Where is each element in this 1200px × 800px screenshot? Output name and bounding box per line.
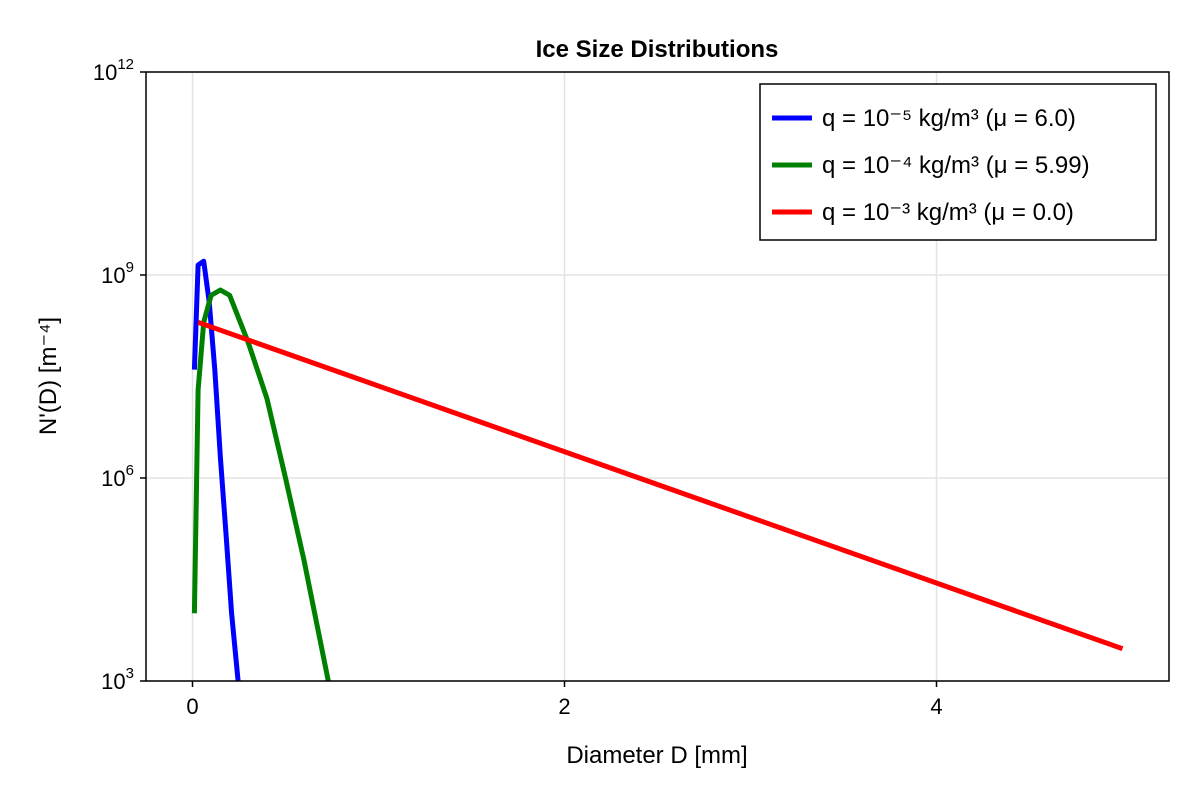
y-tick-base: 10: [101, 263, 125, 288]
y-tick-label: 1012: [93, 56, 134, 85]
series-group: [191, 258, 1124, 682]
plot-frame: [145, 71, 1170, 682]
y-tick-exponent: 9: [126, 259, 134, 276]
y-tick-exponent: 6: [126, 462, 134, 479]
series-line-2: [191, 287, 331, 682]
y-tick-label: 106: [101, 462, 134, 491]
legend-box: [759, 83, 1157, 241]
y-tick-exponent: 3: [126, 665, 134, 682]
chart-title: Ice Size Distributions: [536, 36, 779, 63]
y-tick-label: 109: [101, 259, 134, 288]
x-tick-label: 4: [930, 694, 942, 719]
x-tick-label: 0: [186, 694, 198, 719]
legend-label-1: q = 10⁻⁵ kg/m³ (μ = 6.0): [822, 105, 1076, 132]
legend-label-3: q = 10⁻³ kg/m³ (μ = 0.0): [822, 199, 1074, 226]
x-axis-ticks: 0 2 4: [186, 681, 943, 719]
x-tick-label: 2: [558, 694, 570, 719]
y-tick-exponent: 12: [117, 56, 134, 73]
y-tick-base: 10: [101, 669, 125, 694]
y-tick-base: 10: [101, 466, 125, 491]
x-axis-label: Diameter D [mm]: [566, 742, 747, 769]
y-axis-label: N'(D) [m⁻⁴]: [35, 317, 62, 435]
series-line-3: [197, 319, 1124, 652]
y-tick-label: 103: [101, 665, 134, 694]
series-line-1: [191, 258, 241, 682]
y-tick-base: 10: [93, 60, 117, 85]
legend: q = 10⁻⁵ kg/m³ (μ = 6.0) q = 10⁻⁴ kg/m³ (…: [759, 83, 1157, 241]
legend-label-2: q = 10⁻⁴ kg/m³ (μ = 5.99): [822, 152, 1090, 179]
